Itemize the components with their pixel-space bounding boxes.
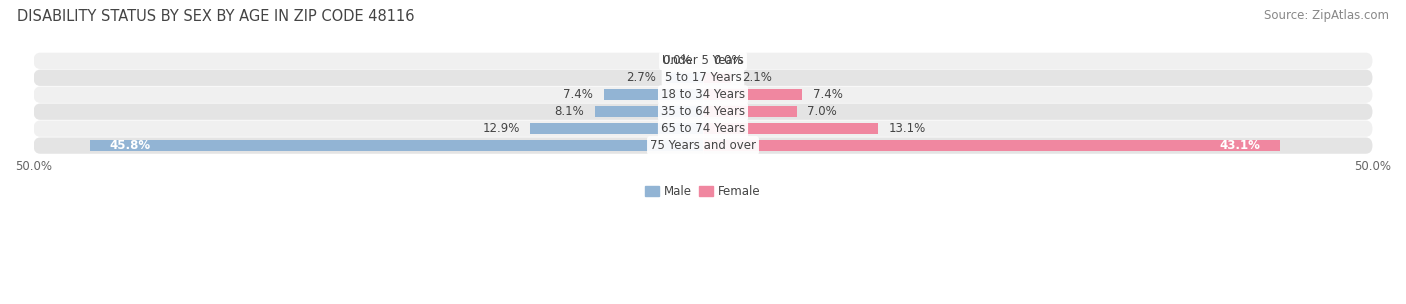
FancyBboxPatch shape: [34, 70, 1372, 86]
Bar: [595, 106, 703, 117]
Text: 2.1%: 2.1%: [742, 71, 772, 84]
FancyBboxPatch shape: [34, 53, 1372, 69]
Legend: Male, Female: Male, Female: [641, 180, 765, 203]
FancyBboxPatch shape: [34, 137, 1372, 154]
Bar: [703, 89, 801, 100]
FancyBboxPatch shape: [34, 104, 1372, 120]
Bar: [703, 123, 879, 134]
FancyBboxPatch shape: [34, 87, 1372, 103]
Text: 13.1%: 13.1%: [889, 122, 927, 135]
Text: 7.4%: 7.4%: [564, 88, 593, 101]
Text: 8.1%: 8.1%: [554, 105, 583, 118]
Bar: [703, 73, 731, 83]
Bar: [666, 73, 703, 83]
Bar: [703, 106, 797, 117]
Text: 0.0%: 0.0%: [714, 54, 744, 67]
Text: 7.0%: 7.0%: [807, 105, 837, 118]
Text: 2.7%: 2.7%: [626, 71, 657, 84]
Text: 18 to 34 Years: 18 to 34 Years: [661, 88, 745, 101]
Text: 12.9%: 12.9%: [482, 122, 520, 135]
Bar: [703, 140, 1279, 151]
Text: 35 to 64 Years: 35 to 64 Years: [661, 105, 745, 118]
Text: Under 5 Years: Under 5 Years: [662, 54, 744, 67]
Text: 45.8%: 45.8%: [110, 139, 150, 152]
Text: DISABILITY STATUS BY SEX BY AGE IN ZIP CODE 48116: DISABILITY STATUS BY SEX BY AGE IN ZIP C…: [17, 9, 415, 24]
Text: 43.1%: 43.1%: [1219, 139, 1260, 152]
Text: Source: ZipAtlas.com: Source: ZipAtlas.com: [1264, 9, 1389, 22]
Text: 75 Years and over: 75 Years and over: [650, 139, 756, 152]
Text: 5 to 17 Years: 5 to 17 Years: [665, 71, 741, 84]
Text: 7.4%: 7.4%: [813, 88, 842, 101]
Bar: [90, 140, 703, 151]
Bar: [605, 89, 703, 100]
Text: 65 to 74 Years: 65 to 74 Years: [661, 122, 745, 135]
FancyBboxPatch shape: [34, 120, 1372, 137]
Bar: [530, 123, 703, 134]
Text: 0.0%: 0.0%: [662, 54, 692, 67]
